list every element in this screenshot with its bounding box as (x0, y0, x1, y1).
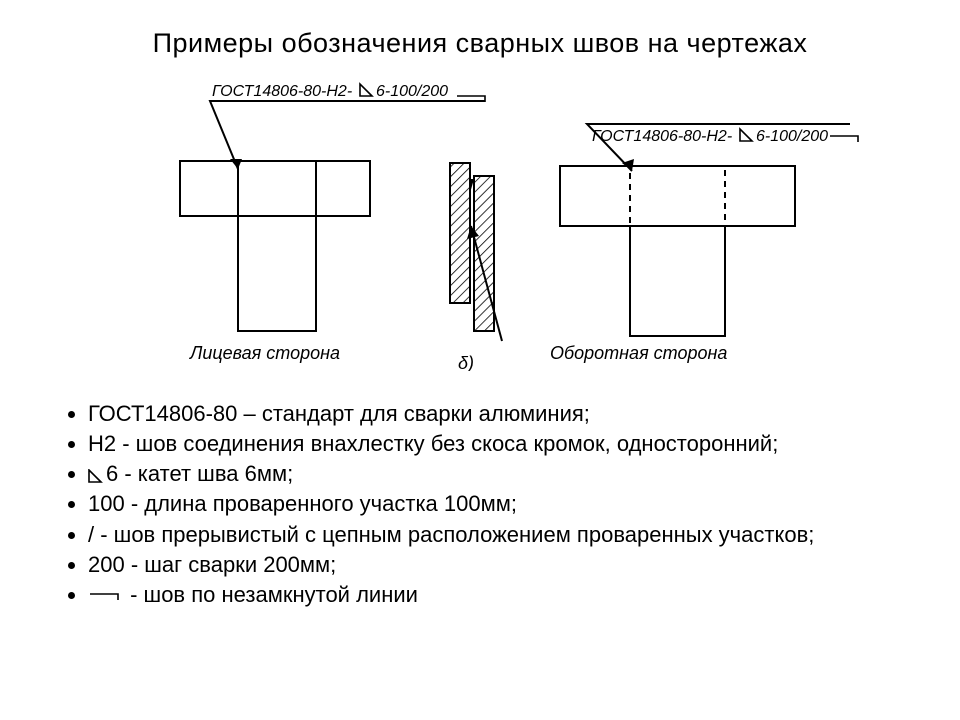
open-contour-icon (88, 590, 122, 602)
caption-left: Лицевая сторона (189, 343, 340, 363)
legend-item-text: 6 - катет шва 6мм; (106, 461, 293, 486)
legend-item: 200 - шаг сварки 200мм; (88, 551, 910, 579)
triangle-icon (88, 469, 104, 483)
legend-list: ГОСТ14806-80 – стандарт для сварки алюми… (50, 400, 910, 609)
legend-item-text: Н2 - шов соединения внахлестку без скоса… (88, 431, 778, 456)
legend-item-text: ГОСТ14806-80 – стандарт для сварки алюми… (88, 401, 590, 426)
callout-right: ГОСТ14806-80-Н2- (592, 128, 732, 145)
legend-item: Н2 - шов соединения внахлестку без скоса… (88, 430, 910, 458)
legend-item: 100 - длина проваренного участка 100мм; (88, 490, 910, 518)
legend-item: 6 - катет шва 6мм; (88, 460, 910, 488)
legend-item: ГОСТ14806-80 – стандарт для сварки алюми… (88, 400, 910, 428)
sub-label: δ) (458, 353, 474, 371)
legend-item: / - шов прерывистый с цепным расположени… (88, 521, 910, 549)
legend-item: - шов по незамкнутой линии (88, 581, 910, 609)
callout-left-tail: 6-100/200 (376, 83, 448, 100)
callout-left: ГОСТ14806-80-Н2- (212, 83, 352, 100)
legend-item-text: 200 - шаг сварки 200мм; (88, 552, 336, 577)
page-title: Примеры обозначения сварных швов на черт… (50, 28, 910, 59)
caption-right: Оборотная сторона (550, 343, 727, 363)
legend-item-text: 100 - длина проваренного участка 100мм; (88, 491, 517, 516)
weld-diagram: ГОСТ14806-80-Н2- 6-100/200 (130, 71, 860, 376)
legend-item-text: - шов по незамкнутой линии (124, 582, 418, 607)
callout-right-tail: 6-100/200 (756, 128, 828, 145)
legend-item-text: / - шов прерывистый с цепным расположени… (88, 522, 814, 547)
